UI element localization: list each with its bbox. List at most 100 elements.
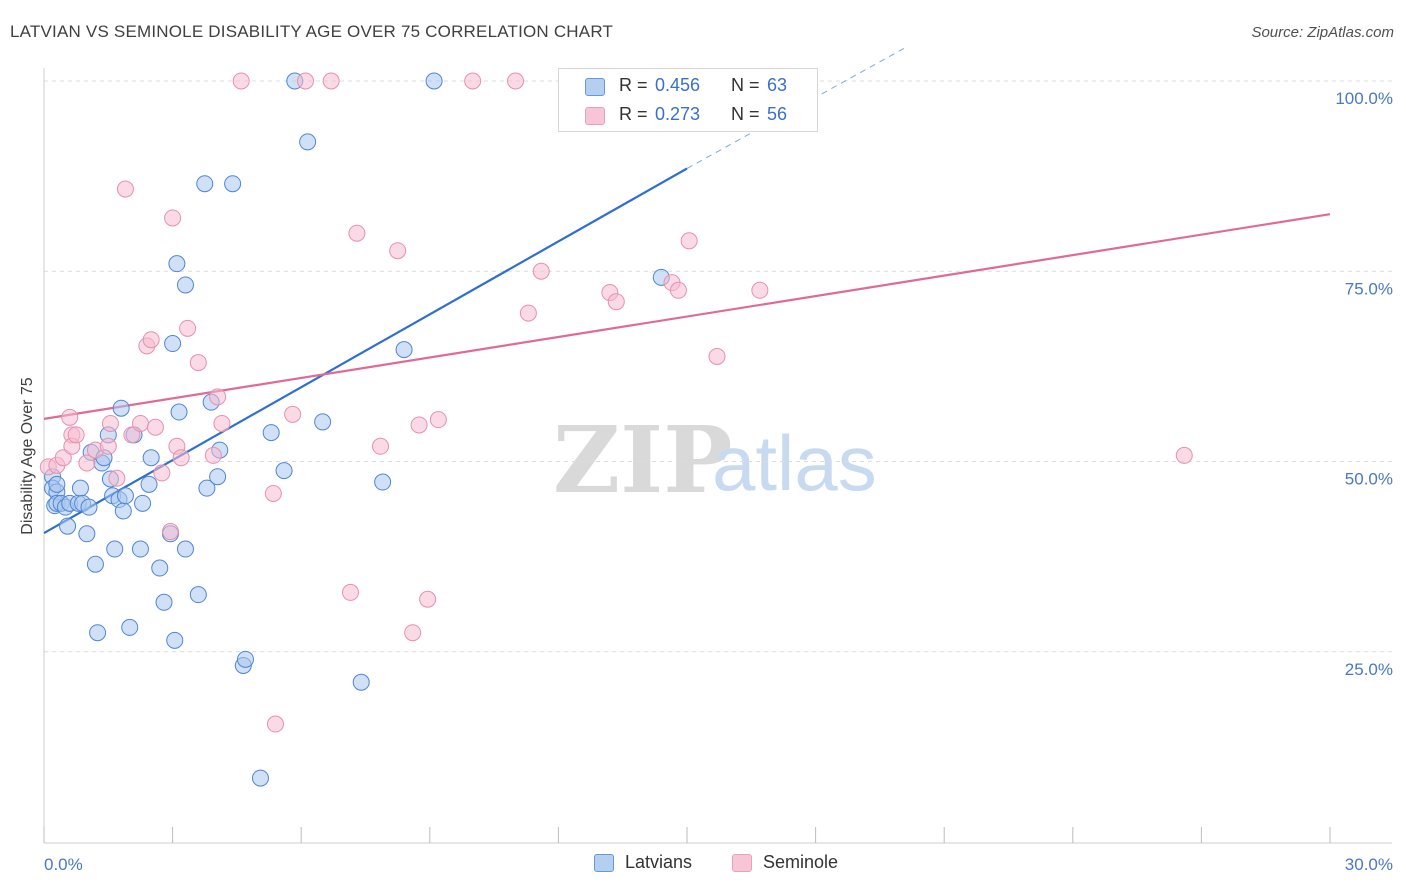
latvians-point xyxy=(224,175,242,193)
latvians-point xyxy=(116,487,134,505)
latvians-point xyxy=(262,424,280,442)
latvians-point xyxy=(142,449,160,467)
seminole-point xyxy=(189,354,207,372)
latvians-point xyxy=(151,559,169,577)
seminole-point xyxy=(464,72,482,90)
seminole-point xyxy=(108,469,126,487)
latvians-point xyxy=(80,498,98,516)
watermark-zip: ZIP xyxy=(553,406,732,514)
seminole-point xyxy=(232,72,250,90)
seminole-point xyxy=(209,388,227,406)
seminole-point xyxy=(172,449,190,467)
latvians-point xyxy=(275,462,293,480)
latvians-point xyxy=(189,586,207,604)
latvians-point xyxy=(299,133,317,151)
latvians-point xyxy=(114,502,132,520)
seminole-point xyxy=(164,209,182,227)
legend-n-label: N = xyxy=(731,104,760,124)
latvians-point xyxy=(121,618,139,636)
x-tick-label-max: 30.0% xyxy=(1345,855,1393,874)
tick-labels: 25.0% 50.0% 75.0% 100.0% 0.0% 30.0% xyxy=(44,89,1393,874)
y-tick-label: 100.0% xyxy=(1335,89,1393,108)
seminole-swatch xyxy=(732,854,752,872)
seminole-point xyxy=(266,715,284,733)
latvians-point xyxy=(352,673,370,691)
x-tick-label-min: 0.0% xyxy=(44,855,83,874)
seminole-point xyxy=(607,293,625,311)
legend-r-label: R = xyxy=(619,75,648,95)
latvians-point xyxy=(176,540,194,558)
legend-swatch-seminole xyxy=(585,107,605,125)
legend-r-label: R = xyxy=(619,104,648,124)
gridlines xyxy=(44,80,1392,653)
seminole-point xyxy=(429,411,447,429)
seminole-point xyxy=(410,416,428,434)
legend-n-value: 63 xyxy=(767,75,788,95)
seminole-point xyxy=(179,319,197,337)
source-label: Source: ZipAtlas.com xyxy=(1251,24,1394,41)
latvians-point xyxy=(198,479,216,497)
latvians-point xyxy=(425,72,443,90)
stats-legend: R = 0.456 N = 63 R = 0.273 N = 56 xyxy=(558,68,818,132)
latvians-point xyxy=(168,255,186,273)
legend-n-value: 56 xyxy=(767,104,788,124)
seminole-point xyxy=(61,408,79,426)
legend-row-seminole: R = 0.273 N = 56 xyxy=(559,100,817,130)
seminole-point xyxy=(751,281,769,299)
chart-title: LATVIAN VS SEMINOLE DISABILITY AGE OVER … xyxy=(10,22,614,41)
legend-n-label: N = xyxy=(731,75,760,95)
latvians-point xyxy=(78,525,96,543)
seminole-point xyxy=(116,180,134,198)
latvians-point xyxy=(48,475,66,493)
seminole-point xyxy=(372,437,390,455)
latvians-label: Latvians xyxy=(625,852,693,872)
latvians-point xyxy=(170,403,188,421)
latvians-swatch xyxy=(594,854,614,872)
seminole-point xyxy=(153,464,171,482)
latvians-point xyxy=(196,175,214,193)
seminole-point xyxy=(101,414,119,432)
legend-row-latvians: R = 0.456 N = 63 xyxy=(559,71,817,101)
seminole-point xyxy=(348,224,366,242)
latvians-point xyxy=(251,769,269,787)
seminole-point xyxy=(146,418,164,436)
seminole-trend-line xyxy=(43,213,1331,420)
seminole-point xyxy=(213,414,231,432)
latvians-point xyxy=(209,468,227,486)
seminole-point xyxy=(419,590,437,608)
latvians-point xyxy=(155,593,173,611)
latvians-trend-line xyxy=(43,167,688,534)
seminole-point xyxy=(161,523,179,541)
legend-r-value: 0.273 xyxy=(655,104,701,124)
latvians-point xyxy=(164,335,182,353)
seminole-point xyxy=(1175,446,1193,464)
latvians-point xyxy=(86,555,104,573)
latvians-point xyxy=(166,631,184,649)
seminole-point xyxy=(284,405,302,423)
watermark-atlas: atlas xyxy=(712,419,877,507)
seminole-point xyxy=(78,454,96,472)
legend-swatch-latvians xyxy=(585,78,605,96)
y-tick-label: 50.0% xyxy=(1345,470,1393,489)
latvians-point xyxy=(395,341,413,359)
seminole-point xyxy=(322,72,340,90)
latvians-point xyxy=(106,540,124,558)
seminole-point xyxy=(404,624,422,642)
seminole-point xyxy=(142,331,160,349)
legend-r-value: 0.456 xyxy=(655,75,701,95)
latvians-point xyxy=(59,517,77,535)
latvians-point xyxy=(131,540,149,558)
latvians-point xyxy=(314,413,332,431)
seminole-point xyxy=(123,426,141,444)
seminole-point xyxy=(67,426,85,444)
data-points xyxy=(39,72,1193,787)
seminole-point xyxy=(669,281,687,299)
seminole-point xyxy=(389,242,407,260)
latvians-point xyxy=(236,650,254,668)
seminole-point xyxy=(54,449,72,467)
seminole-point xyxy=(341,583,359,601)
latvians-point xyxy=(134,494,152,512)
latvians-point xyxy=(176,276,194,294)
latvians-point xyxy=(374,473,392,491)
